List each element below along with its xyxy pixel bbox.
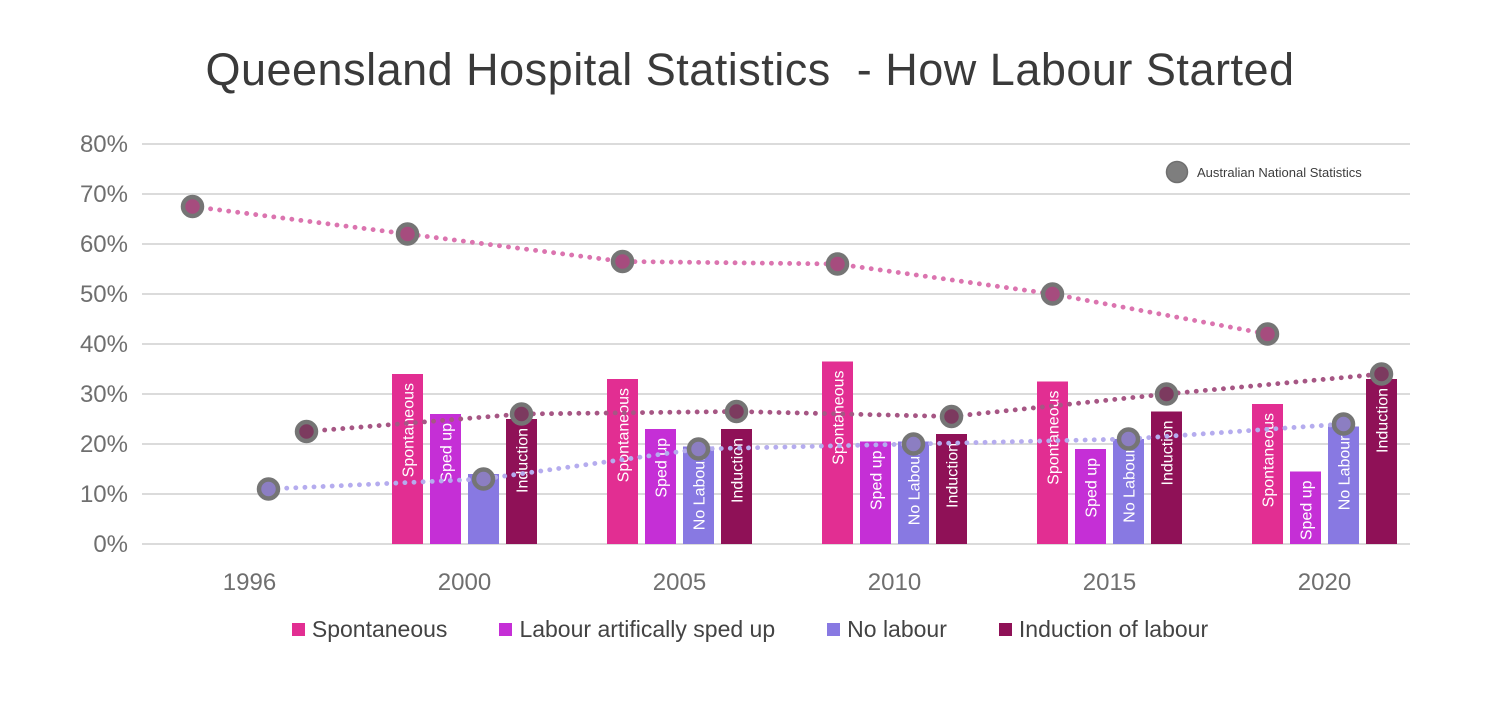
bar-label: No Labour (1337, 435, 1354, 510)
national-data-point (395, 222, 420, 246)
bar-label: No Labour (907, 450, 924, 525)
national-data-point (180, 194, 205, 219)
bar-label: Spontaneous (831, 371, 848, 465)
legend-item-induction-of-labour: Induction of labour (998, 616, 1209, 643)
bar-label: Spontaneous (616, 388, 633, 482)
bar-sped-up-2020 (1290, 471, 1321, 544)
national-data-point (901, 432, 926, 456)
overlay-legend-marker (1165, 160, 1189, 184)
bar-label: Sped up (1299, 480, 1316, 540)
bar-induction-2000 (506, 419, 537, 544)
bar-label: Sped up (1084, 458, 1101, 518)
bar-label: Induction (1160, 421, 1177, 486)
legend-item-no-labour: No labour (827, 616, 947, 643)
y-axis-tick-label: 20% (80, 431, 128, 458)
national-data-point (509, 402, 534, 426)
national-line (190, 204, 1270, 337)
chart-legend: Spontaneous Labour artifically sped up No … (0, 616, 1500, 643)
bar-no-labour-2015 (1113, 439, 1144, 544)
legend-label: Spontaneous (311, 616, 448, 642)
legend-swatch (499, 623, 513, 636)
bar-sped-up-2000 (430, 414, 461, 544)
y-axis-tick-label: 60% (80, 231, 128, 258)
bar-label: No Labour (692, 455, 709, 530)
legend-item-spontaneous: Spontaneous (291, 616, 448, 643)
national-data-point (686, 437, 711, 461)
x-axis-tick-label: 2000 (438, 569, 491, 596)
x-axis-tick-label: 2010 (868, 569, 921, 596)
y-axis-tick-label: 30% (80, 381, 128, 408)
national-data-point (1116, 427, 1141, 451)
chart-title: Queensland Hospital Statistics - How Lab… (205, 44, 1295, 95)
bar-spontaneous-2010 (822, 361, 853, 544)
x-axis-tick-label: 2005 (653, 569, 706, 596)
y-axis-tick-label: 10% (80, 481, 128, 508)
y-axis-tick-label: 50% (80, 281, 128, 308)
overlay-legend-label: Australian National Statistics (1197, 165, 1362, 180)
bar-label: Sped up (869, 450, 886, 510)
x-axis-tick-label: 2020 (1298, 569, 1351, 596)
bar-no-labour-2020 (1328, 426, 1359, 544)
national-data-point (1040, 282, 1065, 306)
y-axis-tick-label: 80% (80, 131, 128, 158)
bar-sped-up-2010 (860, 441, 891, 544)
bar-sped-up-2005 (645, 429, 676, 544)
x-axis-tick-label: 1996 (223, 569, 276, 596)
bar-induction-2020 (1366, 379, 1397, 544)
bar-label: Induction (515, 428, 532, 493)
bar-label: Spontaneous (1046, 391, 1063, 485)
legend-label: Induction of labour (1018, 616, 1209, 642)
national-data-point (724, 399, 749, 424)
bar-sped-up-2015 (1075, 449, 1106, 544)
bar-no-labour-2005 (683, 446, 714, 544)
y-axis-tick-label: 40% (80, 331, 128, 358)
national-data-point (1331, 412, 1356, 436)
y-axis-tick-label: 70% (80, 181, 128, 208)
national-data-point (1255, 322, 1280, 346)
bar-no-labour-2010 (898, 441, 929, 544)
x-axis-tick-label: 2015 (1083, 569, 1136, 596)
national-data-point (1154, 382, 1179, 406)
legend-item-labour-artifically-sped-up: Labour artifically sped up (499, 616, 775, 643)
national-data-point (610, 249, 635, 274)
national-data-point (1369, 362, 1394, 386)
bar-label: Sped up (654, 438, 671, 498)
y-axis-tick-label: 0% (93, 531, 128, 558)
national-data-point (256, 477, 281, 501)
national-line (304, 371, 1384, 434)
national-line (266, 421, 1346, 492)
national-data-point (471, 467, 496, 491)
legend-swatch (998, 623, 1012, 636)
national-data-point (939, 404, 964, 429)
legend-swatch (827, 623, 841, 636)
legend-swatch (291, 623, 305, 636)
bar-label: No Labour (1122, 447, 1139, 522)
bar-label: Sped up (439, 423, 456, 483)
national-data-point (294, 419, 319, 444)
bar-spontaneous-2000 (392, 374, 423, 544)
bar-induction-2010 (936, 434, 967, 544)
bar-label: Induction (945, 443, 962, 508)
legend-label: No labour (847, 616, 947, 642)
bar-label: Spontaneous (401, 383, 418, 477)
national-data-point (825, 252, 850, 276)
bar-label: Induction (1375, 388, 1392, 453)
legend-label: Labour artifically sped up (519, 616, 776, 642)
bar-label: Spontaneous (1261, 413, 1278, 507)
bar-label: Induction (730, 438, 747, 503)
